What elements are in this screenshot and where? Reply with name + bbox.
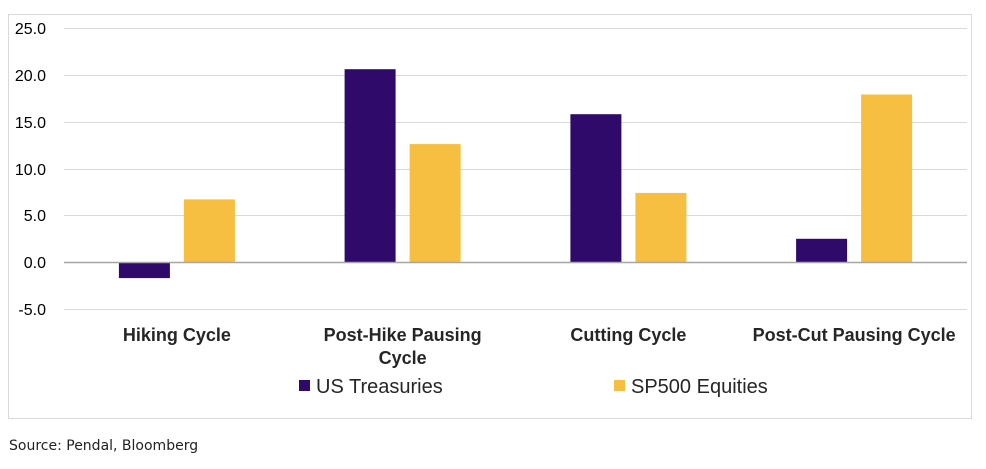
legend-us-treasuries-swatch [299,380,310,391]
y-tick-label: 20.0 [15,68,46,85]
y-axis-tick-labels: 25.0 20.0 15.0 10.0 5.0 0.0 -5.0 [15,21,46,319]
bar-us-treasuries [118,262,170,279]
category-label: Post-Hike Pausing Cycle [324,325,482,368]
bar-sp500-equities [183,199,235,263]
chart-frame [8,14,972,419]
legend-sp500-equities-swatch [614,380,625,391]
bar-us-treasuries [796,238,848,263]
bar-sp500-equities [635,192,687,263]
legend-us-treasuries-label: US Treasuries [316,376,443,398]
legend: US Treasuries SP500 Equities [299,376,768,398]
y-tick-label: 10.0 [15,162,46,179]
bar-sp500-equities [409,144,461,263]
y-tick-label: -5.0 [18,302,46,319]
bar-sp500-equities [861,94,913,263]
y-tick-label: 15.0 [15,115,46,132]
y-tick-label: 5.0 [24,208,46,225]
legend-sp500-equities-label: SP500 Equities [631,376,768,398]
y-tick-label: 25.0 [15,21,46,38]
category-label: Hiking Cycle [123,325,231,345]
category-label: Cutting Cycle [570,325,686,345]
gridlines [64,28,967,310]
bar-us-treasuries [344,69,396,263]
category-label: Post-Cut Pausing Cycle [753,325,956,345]
bar-us-treasuries [570,114,622,263]
bars [118,69,913,279]
y-tick-label: 0.0 [24,255,46,272]
source-note: Source: Pendal, Bloomberg [9,438,199,454]
x-axis-category-labels: Hiking Cycle Post-Hike Pausing Cycle Cuttin… [123,325,956,368]
